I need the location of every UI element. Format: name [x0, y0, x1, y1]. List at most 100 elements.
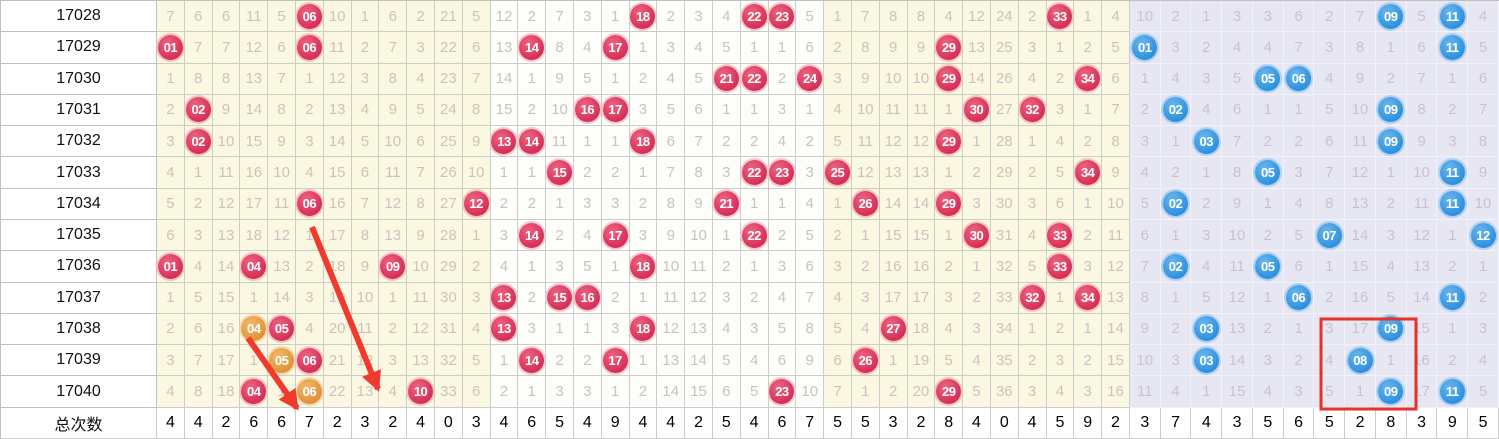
back-cell: 2: [1252, 126, 1284, 158]
back-cell: 08: [1345, 345, 1376, 377]
back-cell: 2: [1375, 63, 1407, 95]
total-count: 9: [610, 413, 620, 431]
miss-count: 5: [777, 320, 787, 338]
miss-count: 1: [1083, 101, 1092, 119]
front-cell: 1: [518, 251, 547, 283]
front-cell: 2: [1018, 157, 1047, 189]
front-cell: 8: [407, 188, 435, 220]
front-cell: 13: [323, 94, 352, 127]
front-cell: 11: [240, 1, 269, 33]
miss-count: 5: [583, 70, 592, 88]
miss-count: 11: [246, 7, 262, 25]
front-cell: 3: [712, 282, 741, 314]
draw-number-label: 17039: [1, 345, 157, 377]
front-winning-ball: 06: [296, 191, 322, 217]
back-cell: 16: [1406, 345, 1438, 377]
miss-count: 2: [360, 38, 370, 56]
front-winning-ball: 23: [769, 160, 795, 186]
miss-count: 21: [440, 7, 457, 25]
front-cell: 4: [184, 251, 213, 283]
miss-count: 5: [1027, 257, 1037, 275]
miss-count: 4: [722, 7, 731, 25]
front-cell: 1: [157, 282, 185, 314]
miss-count: 1: [749, 101, 759, 119]
miss-count: 2: [972, 164, 981, 182]
back-cell: 2: [1437, 94, 1469, 127]
front-cell: 7: [407, 157, 435, 189]
miss-count: 3: [1448, 132, 1457, 150]
front-winning-ball: 29: [936, 66, 962, 92]
miss-count: 8: [194, 70, 203, 88]
miss-count: 3: [1027, 195, 1037, 213]
front-cell: 5: [935, 345, 964, 377]
miss-count: 10: [690, 226, 707, 244]
front-cell: 21: [712, 63, 741, 95]
front-cell: 31: [990, 219, 1019, 252]
front-cell: 02: [184, 94, 213, 127]
front-cell: 30: [963, 94, 991, 127]
miss-count: 1: [277, 383, 286, 401]
back-winning-ball: 11: [1439, 285, 1465, 311]
front-winning-ball: 33: [1047, 222, 1073, 248]
front-cell: 4: [740, 345, 769, 377]
back-cell: 3: [1437, 126, 1469, 158]
front-cell: 23: [768, 376, 797, 408]
miss-count: 13: [912, 164, 930, 182]
miss-count: 12: [1413, 226, 1430, 244]
front-cell: 5: [740, 376, 769, 408]
front-cell: 6: [768, 407, 797, 439]
front-cell: 2: [295, 251, 324, 283]
miss-count: 6: [471, 383, 481, 401]
miss-count: 21: [328, 351, 346, 369]
miss-count: 15: [328, 164, 346, 182]
front-cell: 9: [407, 219, 435, 252]
back-cell: 9: [1222, 188, 1253, 220]
front-cell: 5: [768, 313, 797, 346]
total-count: 4: [582, 413, 592, 431]
back-cell: 2: [1468, 282, 1499, 314]
front-cell: 11: [907, 94, 936, 127]
front-winning-ball: 24: [797, 66, 823, 92]
miss-count: 1: [305, 226, 314, 244]
front-cell: 9: [601, 407, 630, 439]
miss-count: 2: [388, 320, 397, 338]
front-cell: 26: [851, 188, 880, 220]
total-count: 8: [1386, 413, 1396, 431]
miss-count: 1: [1202, 7, 1211, 25]
front-cell: 3: [184, 219, 213, 252]
front-cell: 2: [601, 282, 630, 314]
back-winning-ball: 09: [1378, 316, 1404, 342]
miss-count: 8: [916, 7, 926, 25]
front-cell: 4: [1046, 376, 1075, 408]
miss-count: 1: [777, 38, 787, 56]
front-cell: 14: [518, 345, 547, 377]
front-cell: 29: [990, 157, 1019, 189]
front-cell: 10: [546, 94, 574, 127]
front-cell: 6: [462, 376, 491, 408]
front-cell: 6: [184, 1, 213, 33]
miss-count: 1: [1055, 289, 1065, 307]
front-cell: 15: [212, 282, 241, 314]
miss-count: 18: [328, 257, 346, 275]
table-row: 17028 7 6 6 11 5 06 10 1 6 2 21 5 12 2 7 3 1 18 2 3 4 22 23 5 1 7 8…: [1, 1, 1499, 33]
front-cell: 2: [184, 188, 213, 220]
back-cell: 1: [1191, 376, 1223, 408]
miss-count: 3: [305, 132, 314, 150]
miss-count: 7: [1325, 164, 1334, 182]
miss-count: 3: [194, 226, 203, 244]
back-cell: 7: [1160, 407, 1192, 439]
front-cell: 11: [323, 32, 352, 64]
miss-count: 5: [1417, 7, 1426, 25]
front-cell: 1: [824, 188, 852, 220]
front-cell: 3: [963, 313, 991, 346]
miss-count: 1: [638, 289, 648, 307]
back-cell: 2: [1283, 126, 1315, 158]
back-cell: 2: [1283, 345, 1315, 377]
front-cell: 6: [462, 32, 491, 64]
front-winning-ball: 01: [157, 253, 183, 279]
miss-count: 1: [1083, 320, 1092, 338]
back-cell: 4: [1252, 376, 1284, 408]
miss-count: 9: [1355, 70, 1365, 88]
miss-count: 2: [499, 383, 509, 401]
front-cell: 20: [907, 376, 936, 408]
